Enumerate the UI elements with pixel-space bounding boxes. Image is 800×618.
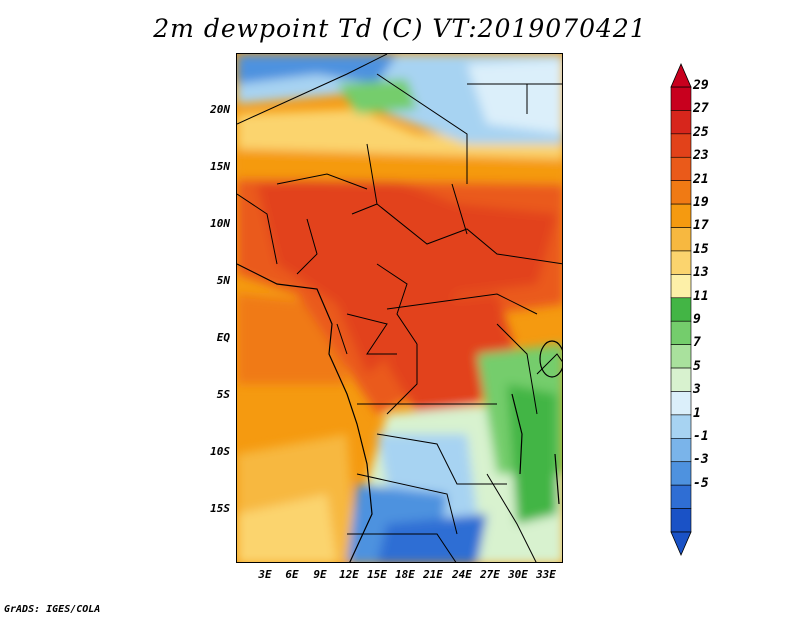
colorbar-segment	[670, 391, 692, 416]
colorbar-label: -5	[693, 475, 709, 491]
colorbar-segment	[670, 320, 692, 345]
lon-label: 21E	[423, 568, 443, 581]
colorbar-label: 3	[693, 382, 701, 398]
colorbar-segment	[670, 133, 692, 158]
colorbar-label: 11	[693, 288, 709, 304]
colorbar-segment	[670, 227, 692, 252]
lon-label: 3E	[258, 568, 272, 581]
colorbar-label: 17	[693, 218, 709, 234]
colorbar-label: -1	[693, 429, 709, 444]
colorbar-segment	[670, 250, 692, 275]
colorbar-segment	[670, 203, 692, 228]
colorbar-segment	[670, 484, 692, 509]
colorbar-segment	[670, 438, 692, 463]
colorbar-label: 29	[693, 78, 709, 93]
dewpoint-field	[237, 54, 562, 562]
colorbar-label: 23	[693, 148, 709, 164]
lat-label: 15S	[210, 502, 230, 515]
colorbar	[670, 62, 692, 557]
colorbar-segment	[670, 414, 692, 439]
lat-label: 5N	[216, 274, 230, 287]
lon-label: 12E	[339, 568, 359, 581]
colorbar-label: 13	[693, 265, 709, 281]
dewpoint-map	[236, 53, 563, 563]
map-canvas	[237, 54, 562, 562]
map-title: 2m dewpoint Td (C) VT:2019070421	[153, 14, 647, 43]
colorbar-label: 27	[693, 101, 709, 117]
colorbar-segment	[670, 297, 692, 322]
colorbar-label: 21	[693, 171, 709, 187]
lon-label: 9E	[313, 568, 327, 581]
colorbar-label: 9	[693, 312, 701, 327]
colorbar-segment	[670, 461, 692, 486]
colorbar-up-arrow	[670, 62, 692, 88]
colorbar-segment	[670, 274, 692, 299]
country-borders	[237, 54, 562, 562]
lon-label: 27E	[480, 568, 500, 581]
lon-label: 15E	[367, 568, 387, 581]
colorbar-label: 15	[693, 241, 709, 257]
colorbar-label: 19	[693, 195, 709, 210]
colorbar-segment	[670, 344, 692, 369]
lon-label: 18E	[395, 568, 415, 581]
lon-label: 30E	[508, 568, 528, 581]
colorbar-segment	[670, 180, 692, 205]
colorbar-down-arrow	[670, 531, 692, 557]
lakes	[511, 340, 562, 505]
coastline	[237, 263, 373, 562]
lon-label: 33E	[536, 568, 556, 581]
lon-label: 24E	[452, 568, 472, 581]
colorbar-segment	[670, 367, 692, 392]
lat-label: EQ	[216, 331, 230, 344]
colorbar-segment	[670, 110, 692, 135]
credit-text: GrADS: IGES/COLA	[4, 604, 101, 615]
colorbar-segments	[670, 86, 692, 533]
colorbar-segment	[670, 156, 692, 181]
colorbar-label: 5	[693, 358, 701, 374]
lon-label: 6E	[285, 568, 299, 581]
lat-label: 10S	[210, 445, 230, 458]
colorbar-segment	[670, 86, 692, 111]
lat-label: 5S	[216, 388, 230, 401]
colorbar-label: 25	[693, 124, 709, 140]
lat-label: 15N	[210, 160, 230, 173]
colorbar-label: 7	[693, 335, 701, 351]
colorbar-label: -3	[693, 452, 709, 468]
colorbar-label: 1	[693, 405, 701, 421]
colorbar-segment	[670, 508, 692, 533]
lat-label: 10N	[210, 217, 230, 230]
lat-label: 20N	[210, 103, 230, 116]
